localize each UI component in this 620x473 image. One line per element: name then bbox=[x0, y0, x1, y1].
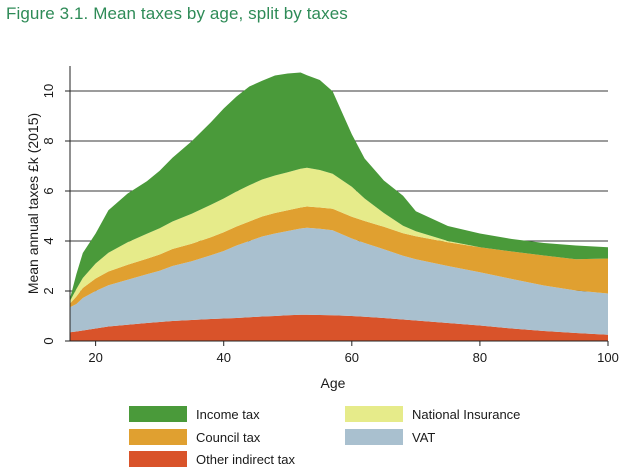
legend: Income tax National Insurance Council tax V… bbox=[129, 406, 520, 467]
legend-label-income-tax: Income tax bbox=[196, 407, 260, 422]
y-tick-label-0: 0 bbox=[41, 337, 56, 344]
x-axis-ticks: 20 40 60 80 100 bbox=[88, 341, 619, 365]
y-axis-ticks: 0 2 4 6 8 10 bbox=[41, 84, 70, 345]
legend-swatch-national-insurance bbox=[345, 406, 403, 422]
axes bbox=[69, 66, 608, 342]
x-axis-label: Age bbox=[321, 375, 346, 391]
figure-title: Figure 3.1. Mean taxes by age, split by … bbox=[6, 4, 348, 23]
x-tick-label-80: 80 bbox=[473, 350, 487, 365]
x-tick-label-40: 40 bbox=[216, 350, 230, 365]
y-tick-label-6: 6 bbox=[41, 187, 56, 194]
y-axis-label: Mean annual taxes £k (2015) bbox=[25, 113, 41, 294]
x-tick-label-60: 60 bbox=[345, 350, 359, 365]
area-council-tax bbox=[70, 206, 608, 308]
x-tick-label-100: 100 bbox=[597, 350, 619, 365]
area-national-insurance bbox=[70, 167, 608, 304]
stacked-areas bbox=[70, 72, 608, 341]
area-vat bbox=[70, 227, 608, 335]
legend-label-national-insurance: National Insurance bbox=[412, 407, 520, 422]
y-tick-label-2: 2 bbox=[41, 287, 56, 294]
legend-label-council-tax: Council tax bbox=[196, 430, 261, 445]
legend-swatch-council-tax bbox=[129, 429, 187, 445]
y-tick-label-8: 8 bbox=[41, 137, 56, 144]
area-other-indirect-tax bbox=[70, 314, 608, 341]
y-tick-label-4: 4 bbox=[41, 237, 56, 244]
area-income-tax bbox=[70, 72, 608, 301]
y-tick-label-10: 10 bbox=[41, 84, 56, 98]
legend-swatch-vat bbox=[345, 429, 403, 445]
x-tick-label-20: 20 bbox=[88, 350, 102, 365]
legend-swatch-income-tax bbox=[129, 406, 187, 422]
legend-label-vat: VAT bbox=[412, 430, 435, 445]
legend-swatch-other-indirect-tax bbox=[129, 451, 187, 467]
legend-label-other-indirect-tax: Other indirect tax bbox=[196, 452, 295, 467]
